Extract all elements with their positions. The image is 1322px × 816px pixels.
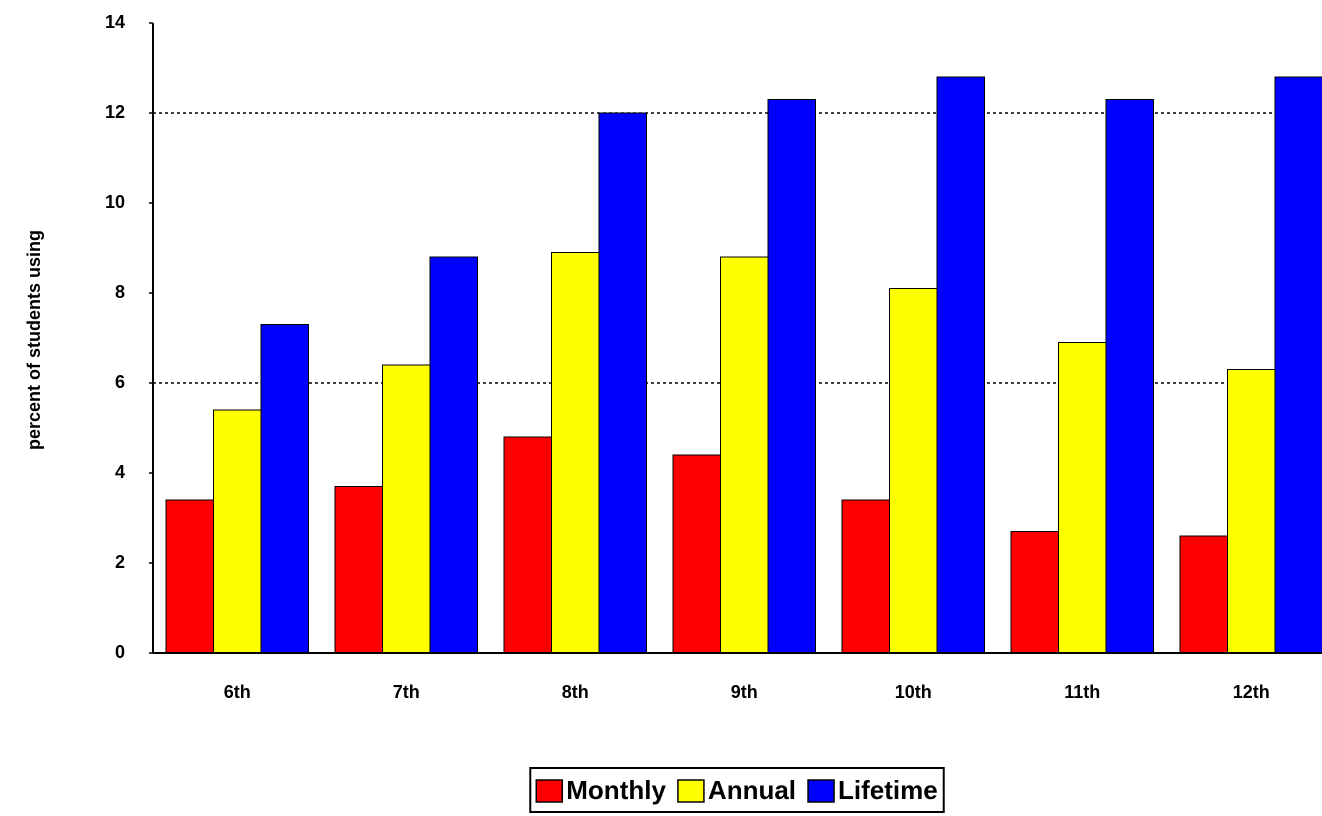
bar [382, 364, 431, 654]
legend-swatch [535, 779, 564, 803]
bar [1274, 76, 1322, 654]
bar [767, 99, 816, 654]
bar [889, 288, 938, 654]
y-tick-label: 0 [115, 642, 125, 662]
bar [503, 436, 552, 654]
bar [672, 454, 721, 654]
x-tick-label: 10th [895, 682, 932, 702]
x-tick-label: 9th [731, 682, 758, 702]
y-tick-label: 6 [115, 372, 125, 392]
y-tick-label: 2 [115, 552, 125, 572]
legend-box [529, 767, 945, 813]
x-tick-label: 8th [562, 682, 589, 702]
legend-label: Monthly [566, 775, 666, 805]
y-tick-label: 4 [115, 462, 125, 482]
legend-swatch [807, 779, 835, 803]
bar [1179, 535, 1228, 654]
bar [1010, 531, 1059, 654]
y-tick-label: 12 [105, 102, 125, 122]
x-tick-label: 12th [1233, 682, 1270, 702]
legend-label: Lifetime [838, 775, 938, 805]
bar [260, 324, 309, 654]
bar [429, 256, 478, 654]
bar [841, 499, 890, 654]
bar [1105, 99, 1154, 654]
bar [1058, 342, 1107, 654]
legend-swatch [677, 779, 705, 803]
bar [720, 256, 769, 654]
bar [334, 486, 383, 654]
bar [551, 252, 600, 654]
x-tick-label: 7th [393, 682, 420, 702]
y-tick-label: 8 [115, 282, 125, 302]
bar [165, 499, 214, 654]
y-tick-label: 10 [105, 192, 125, 212]
legend-label: Annual [708, 775, 796, 805]
bar [936, 76, 985, 654]
y-tick-label: 14 [105, 12, 125, 32]
bar [1227, 369, 1276, 654]
x-tick-label: 6th [224, 682, 251, 702]
bar [213, 409, 262, 654]
bar [598, 112, 647, 654]
x-tick-label: 11th [1064, 682, 1100, 702]
y-axis-label: percent of students using [24, 230, 44, 450]
